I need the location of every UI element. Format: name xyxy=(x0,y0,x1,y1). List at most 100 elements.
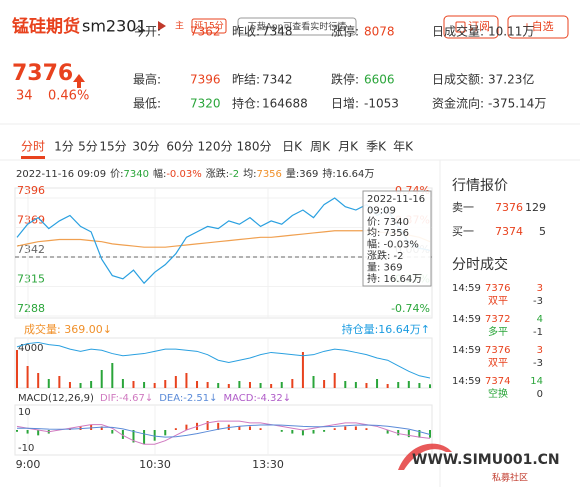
tooltip-line: 2022-11-16 xyxy=(367,194,425,205)
tab[interactable]: 180分 xyxy=(237,140,272,154)
macd-bar xyxy=(418,430,421,438)
download-button[interactable] xyxy=(237,17,357,36)
macd-bar xyxy=(37,430,40,436)
macd-header: MACD(12,26,9) DIF:-4.67↓ DEA:-2.51↓ MACD:-4… xyxy=(18,393,291,404)
time-label: 13:30 xyxy=(252,458,284,471)
watermark-logo xyxy=(398,443,452,470)
watchlist-button[interactable] xyxy=(507,15,569,39)
stat-label: 资金流向: xyxy=(432,96,484,111)
stat-value: 164688 xyxy=(262,97,308,111)
stat-value: -1053 xyxy=(364,97,399,111)
tab[interactable]: 30分 xyxy=(132,140,159,154)
volume-bar xyxy=(291,379,294,388)
tab[interactable]: 周K xyxy=(310,140,331,154)
trade-type: 双平 xyxy=(488,357,508,369)
macd-bar xyxy=(132,430,135,443)
stat-value: 7396 xyxy=(190,73,221,87)
book-price: 7374 xyxy=(495,225,523,238)
delay-tag-box xyxy=(191,18,227,34)
macd-bar xyxy=(111,430,114,434)
macd-bar xyxy=(143,430,146,445)
volume-bar xyxy=(312,376,315,388)
stat-label: 日增: xyxy=(331,97,359,111)
macd-bar xyxy=(354,426,357,430)
volume-bar xyxy=(185,373,188,388)
code: sm2301 xyxy=(82,17,147,36)
tab[interactable]: 分时 xyxy=(21,140,45,154)
volume-bar xyxy=(68,382,71,388)
stat-label: 日成交量: xyxy=(432,24,484,39)
subscribe-button[interactable] xyxy=(443,15,499,39)
info-label: 均: xyxy=(243,168,256,180)
macd-bar xyxy=(206,421,209,430)
volume-bar xyxy=(365,383,368,388)
watermark-site: WWW.SIMU001.CN xyxy=(412,452,560,468)
y-right-label: -0.74% xyxy=(391,302,430,315)
tab[interactable]: 月K xyxy=(338,140,359,154)
stat-value: 6606 xyxy=(364,73,395,87)
book-price: 7376 xyxy=(495,201,523,214)
tab[interactable]: 5分 xyxy=(78,140,98,154)
volume-bar xyxy=(58,376,61,388)
macd-label: MACD(12,26,9) xyxy=(18,393,94,404)
price-frame xyxy=(14,187,433,319)
price: 7376 xyxy=(12,61,73,86)
title: 锰硅期货 xyxy=(12,16,80,37)
volume-bar xyxy=(79,383,82,388)
trade-price: 7376 xyxy=(485,345,510,356)
stat-label: 最高: xyxy=(133,72,161,87)
volume-frame xyxy=(14,337,433,389)
book-qty: 5 xyxy=(539,225,546,238)
tab[interactable]: 1分 xyxy=(54,140,74,154)
info-label: 量: xyxy=(286,168,299,180)
info-value: 369 xyxy=(299,169,318,180)
volume-bar xyxy=(37,373,40,388)
tab[interactable]: 15分 xyxy=(99,140,126,154)
volume-bar xyxy=(354,382,357,388)
stat-value: 37.23亿 xyxy=(488,72,534,87)
macd-bar xyxy=(26,430,29,434)
y-tick-label: 7342 xyxy=(17,243,45,256)
volume-bar xyxy=(47,379,50,388)
macd-label: DEA:-2.51↓ xyxy=(159,393,217,404)
macd-bar xyxy=(164,430,167,436)
tab[interactable]: 日K xyxy=(282,140,303,154)
trade-qty: 3 xyxy=(537,283,543,294)
macd-frame xyxy=(14,404,433,456)
time-label: 9:00 xyxy=(16,458,41,471)
tag: 延15分 xyxy=(194,20,223,32)
tooltip-line: 量: 369 xyxy=(367,261,403,273)
stat-value: 7320 xyxy=(190,97,221,111)
time-label: 10:30 xyxy=(139,458,171,471)
trade-time: 14:59 xyxy=(452,345,481,356)
button-text: 订阅 xyxy=(468,20,490,33)
trade-type: 空换 xyxy=(488,387,508,400)
volume-bar xyxy=(16,350,18,388)
macd-bar xyxy=(100,426,103,430)
tab[interactable]: 60分 xyxy=(166,140,193,154)
volume-bar xyxy=(397,382,400,388)
tab[interactable]: 季K xyxy=(366,140,387,154)
tooltip-line: 价: 7340 xyxy=(367,216,409,228)
play-icon[interactable] xyxy=(158,21,166,31)
volume-bar xyxy=(174,376,177,388)
panel-title: 分时成交 xyxy=(452,256,508,273)
trade-qty: 14 xyxy=(530,376,543,387)
tab[interactable]: 年K xyxy=(393,140,414,154)
macd-bar xyxy=(238,426,241,430)
dif-line xyxy=(16,420,431,445)
macd-bar xyxy=(291,430,294,434)
trade-type: 双平 xyxy=(488,295,508,307)
macd-bar xyxy=(185,424,188,430)
trade-price: 7376 xyxy=(485,283,510,294)
tooltip-line: 09:09 xyxy=(367,205,396,216)
trade-delta: -3 xyxy=(533,358,543,369)
volume-bar xyxy=(418,383,421,388)
tab[interactable]: 120分 xyxy=(198,140,233,154)
book-qty: 129 xyxy=(525,201,546,214)
volume-bar xyxy=(407,381,410,388)
price-line xyxy=(16,197,431,285)
trade-type: 多平 xyxy=(488,325,508,338)
tag: 主 xyxy=(175,20,184,32)
